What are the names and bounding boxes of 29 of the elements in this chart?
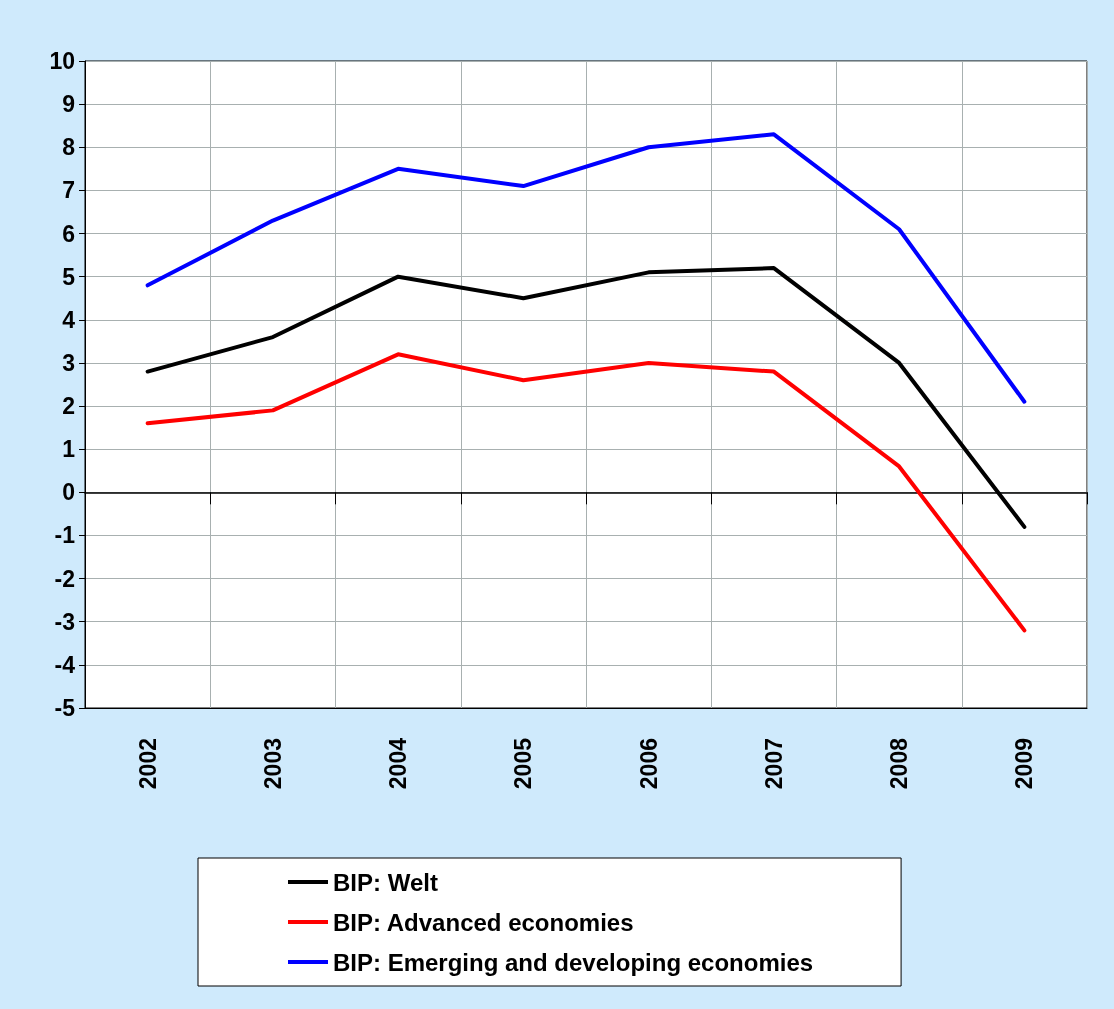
y-tick-label: 9: [62, 91, 75, 118]
x-tick-label: 2003: [259, 738, 286, 790]
line-series: [145, 132, 1027, 404]
legend-label: BIP: Emerging and developing economies: [333, 948, 814, 976]
y-tick-label: 4: [62, 306, 76, 333]
y-tick-label: 10: [49, 48, 75, 74]
x-tick-label: 2004: [385, 737, 412, 790]
y-tick-label: 3: [62, 349, 75, 376]
x-tick-label: 2009: [1011, 738, 1038, 790]
y-tick-label: 1: [62, 436, 76, 463]
y-tick-label: -5: [54, 695, 76, 721]
y-tick-label: -4: [54, 651, 76, 678]
x-tick-label: 2005: [510, 737, 537, 790]
y-tick-label: 2: [62, 393, 75, 420]
x-tick-label: 2007: [760, 738, 787, 790]
line-series: [145, 352, 1027, 633]
y-tick-label: 5: [62, 263, 76, 290]
y-tick-label: -2: [54, 565, 75, 592]
x-tick-label: 2008: [886, 737, 913, 790]
legend-label: BIP: Welt: [333, 868, 438, 896]
y-tick-label: 8: [62, 134, 76, 161]
legend-label: BIP: Advanced economies: [333, 908, 634, 936]
y-tick-label: -1: [54, 522, 76, 549]
x-tick-label: 2006: [635, 738, 662, 790]
y-tick-label: 6: [62, 220, 75, 247]
y-tick-label: -3: [54, 608, 75, 635]
y-tick-label: 7: [62, 177, 75, 204]
x-tick-label: 2002: [134, 738, 161, 790]
y-tick-label: 0: [62, 479, 75, 506]
